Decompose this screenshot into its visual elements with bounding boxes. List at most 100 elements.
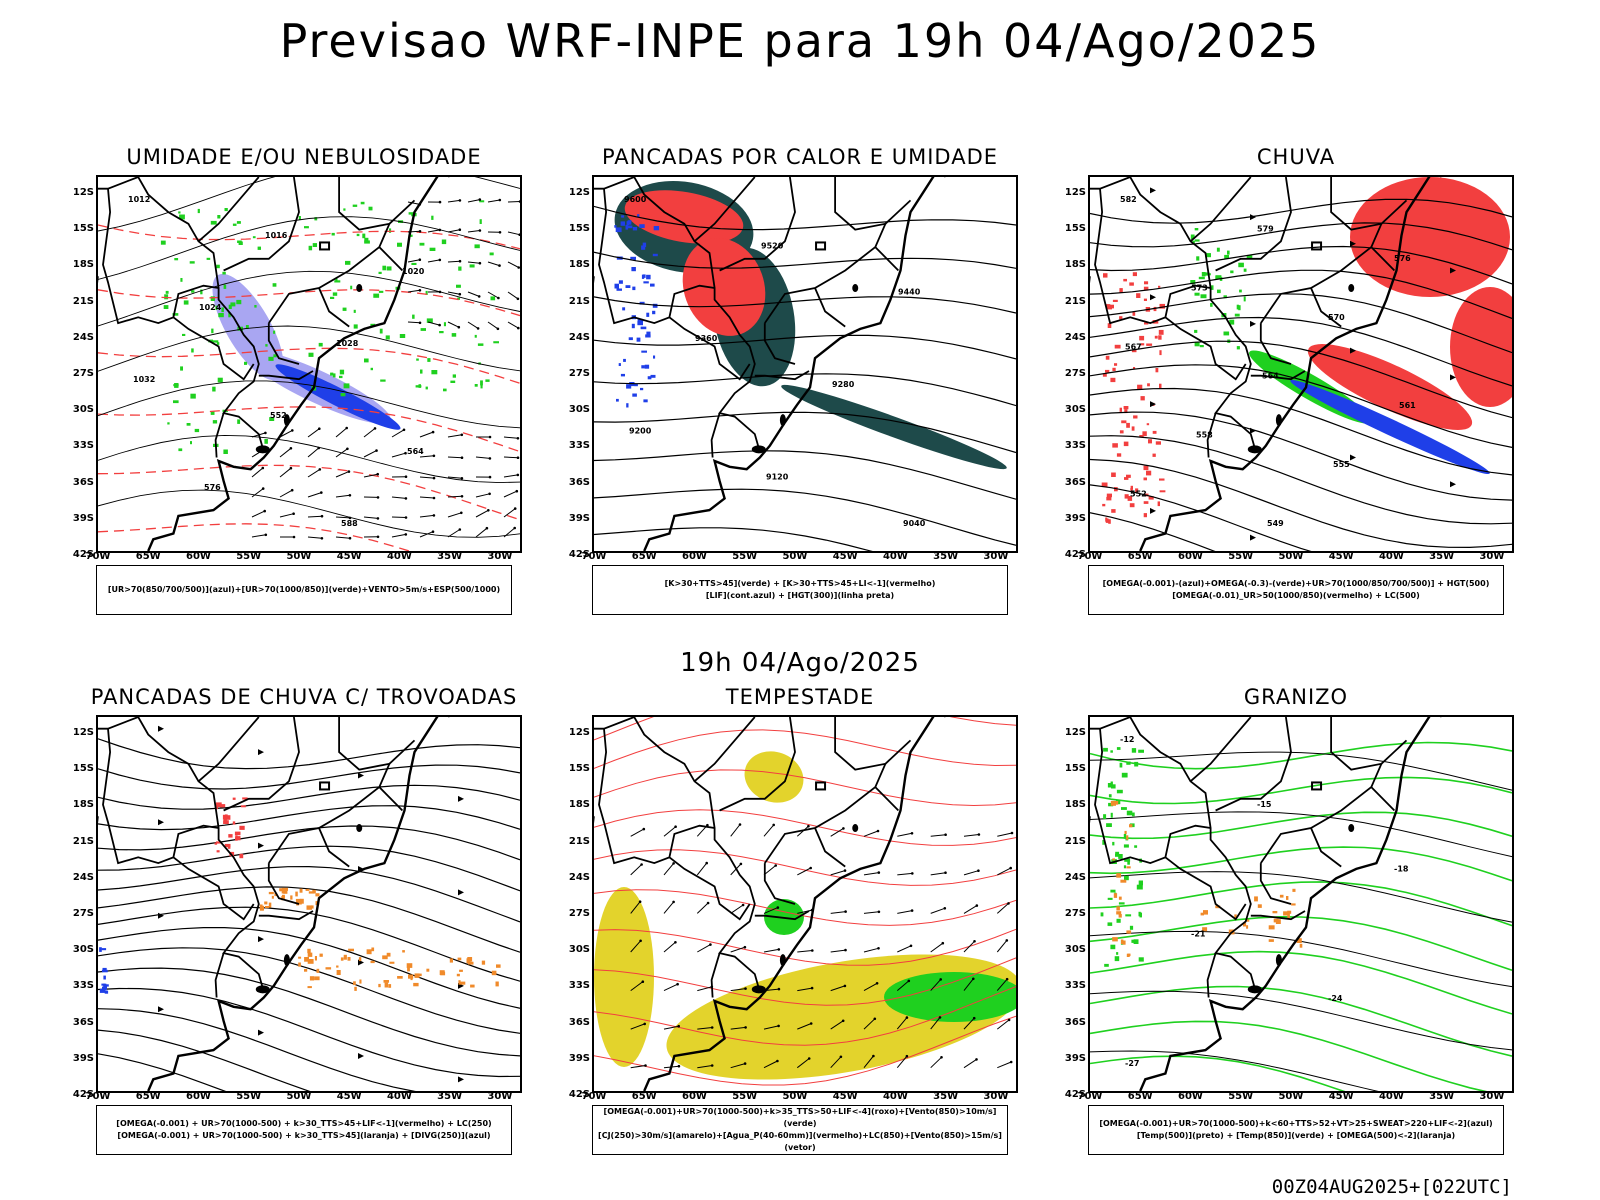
legend-line: [LIF](cont.azul) + [HGT(300)](linha pret… [705, 591, 895, 600]
lat-tick-label: 15S [1064, 763, 1086, 775]
panel-title: PANCADAS DE CHUVA C/ TROVOADAS [90, 685, 518, 709]
lat-tick-label: 24S [72, 871, 94, 883]
contour-label: 573 [1191, 283, 1208, 292]
map-panel-2: PANCADAS POR CALOR E UMIDADE 9600 9520 9440… [560, 145, 1020, 645]
lat-tick-label: 18S [568, 259, 590, 271]
lon-tick-label: 65W [631, 1091, 657, 1102]
panel-legend: [UR>70(850/700/500)](azul)+[UR>70(1000/8… [96, 565, 512, 615]
panel-legend: [OMEGA(-0.001) + UR>70(1000-500) + k>30_… [96, 1105, 512, 1155]
panel-legend: [OMEGA(-0.001)+UR>70(1000-500)+k>35_TTS>… [592, 1105, 1008, 1155]
lon-tick-label: 30W [487, 551, 513, 562]
lat-tick-label: 33S [72, 980, 94, 992]
lon-tick-label: 30W [983, 1091, 1009, 1102]
legend-line: [OMEGA(-0.001) + UR>70(1000-500) + k>30_… [117, 1131, 491, 1140]
legend-line: [OMEGA(-0.001) + UR>70(1000-500) + k>30_… [116, 1119, 492, 1128]
lat-tick-label: 18S [72, 799, 94, 811]
lat-tick-label: 33S [568, 980, 590, 992]
map-area: 582 579 576 573 570 567 564 561 558 555 552 549 [1088, 175, 1514, 553]
contour-label: -27 [1125, 1059, 1139, 1068]
lon-tick-label: 40W [1378, 1091, 1404, 1102]
contour-label: 561 [1399, 401, 1416, 410]
lon-tick-label: 45W [832, 1091, 858, 1102]
lon-tick-label: 60W [185, 551, 211, 562]
lat-tick-label: 42S [72, 549, 94, 560]
contour-label: -12 [1120, 735, 1134, 744]
lon-tick-label: 30W [1479, 1091, 1505, 1102]
legend-line: [OMEGA(-0.01)_UR>50(1000/850)(vermelho) … [1172, 591, 1420, 600]
contour-label: 555 [1333, 460, 1350, 469]
main-title: Previsao WRF-INPE para 19h 04/Ago/2025 [279, 14, 1321, 68]
lat-tick-label: 36S [72, 476, 94, 488]
contour-label: 576 [1394, 254, 1411, 263]
lat-tick-label: 36S [568, 1016, 590, 1028]
lat-tick-label: 33S [1064, 440, 1086, 452]
lon-tick-label: 55W [732, 551, 758, 562]
lat-tick-label: 30S [72, 404, 94, 416]
map-panel-1: UMIDADE E/OU NEBULOSIDADE 1012 1016 1020 102… [64, 145, 524, 645]
contour-label: -15 [1257, 800, 1272, 809]
lon-tick-label: 70W [85, 1091, 111, 1102]
lat-tick-label: 39S [1064, 512, 1086, 524]
lon-tick-label: 40W [386, 551, 412, 562]
lat-tick-label: 24S [1064, 331, 1086, 343]
lat-tick-label: 39S [72, 1052, 94, 1064]
lon-tick-label: 65W [1127, 1091, 1153, 1102]
lon-tick-label: 55W [1228, 551, 1254, 562]
panel-title: UMIDADE E/OU NEBULOSIDADE [126, 145, 482, 169]
contour-label: 9520 [761, 241, 784, 250]
map-panel-5: TEMPESTADE 12S 15S 18S 21S 24S 27S 30S 33S 36S 39S… [560, 685, 1020, 1185]
lat-tick-label: 39S [568, 512, 590, 524]
lon-tick-label: 45W [832, 551, 858, 562]
lon-tick-label: 55W [1228, 1091, 1254, 1102]
panel-title: TEMPESTADE [725, 685, 875, 709]
contour-label: 1028 [336, 339, 359, 348]
contour-label: 1024 [199, 303, 222, 312]
run-info-footer: 00Z04AUG2025+[022UTC] [1271, 1176, 1512, 1198]
lon-tick-label: 35W [437, 551, 463, 562]
lat-tick-label: 12S [72, 187, 94, 198]
lat-tick-label: 15S [72, 763, 94, 775]
lon-tick-label: 70W [581, 1091, 607, 1102]
lat-tick-label: 30S [568, 404, 590, 416]
lon-tick-label: 40W [1378, 551, 1404, 562]
lat-tick-label: 33S [72, 440, 94, 452]
lon-tick-label: 50W [286, 1091, 312, 1102]
lat-tick-label: 36S [1064, 1016, 1086, 1028]
lat-tick-label: 27S [1064, 368, 1086, 379]
lat-tick-label: 30S [72, 944, 94, 956]
map-area [592, 715, 1018, 1093]
contour-label: 1012 [128, 195, 150, 204]
lat-tick-label: 30S [1064, 944, 1086, 956]
lat-tick-label: 27S [568, 368, 590, 379]
legend-line: [Temp(500)](preto) + [Temp(850)](verde) … [1136, 1131, 1456, 1140]
lat-tick-label: 18S [1064, 259, 1086, 271]
legend-line: [OMEGA(-0.001)+UR>70(1000-500)+k>35_TTS>… [603, 1107, 997, 1128]
contour-label: 9200 [629, 426, 652, 435]
lat-tick-label: 42S [72, 1089, 94, 1100]
lon-tick-label: 35W [437, 1091, 463, 1102]
lat-tick-label: 27S [568, 908, 590, 919]
panel-title: CHUVA [1256, 145, 1336, 169]
lat-tick-label: 21S [1064, 835, 1086, 847]
lon-tick-label: 70W [1077, 551, 1103, 562]
lat-tick-label: 12S [1064, 727, 1086, 738]
lat-tick-label: 15S [568, 763, 590, 775]
lat-tick-label: 21S [72, 295, 94, 307]
lon-tick-label: 50W [782, 551, 808, 562]
lon-tick-label: 70W [581, 551, 607, 562]
contour-label: -24 [1328, 994, 1343, 1003]
lat-tick-label: 21S [568, 835, 590, 847]
lat-tick-label: 15S [1064, 223, 1086, 235]
lon-tick-label: 35W [933, 1091, 959, 1102]
contour-label: 582 [1120, 195, 1137, 204]
map-area: -12 -15 -18 -21 -24 -27 [1088, 715, 1514, 1093]
lon-tick-label: 55W [236, 551, 262, 562]
lon-tick-label: 45W [336, 1091, 362, 1102]
contour-label: 9280 [832, 380, 855, 389]
map-area: 9600 9520 9440 9360 9280 9200 9120 9040 [592, 175, 1018, 553]
lon-tick-label: 35W [933, 551, 959, 562]
lon-tick-label: 35W [1429, 1091, 1455, 1102]
lon-tick-label: 30W [1479, 551, 1505, 562]
lon-tick-label: 60W [1177, 551, 1203, 562]
contour-label: 9600 [624, 195, 647, 204]
